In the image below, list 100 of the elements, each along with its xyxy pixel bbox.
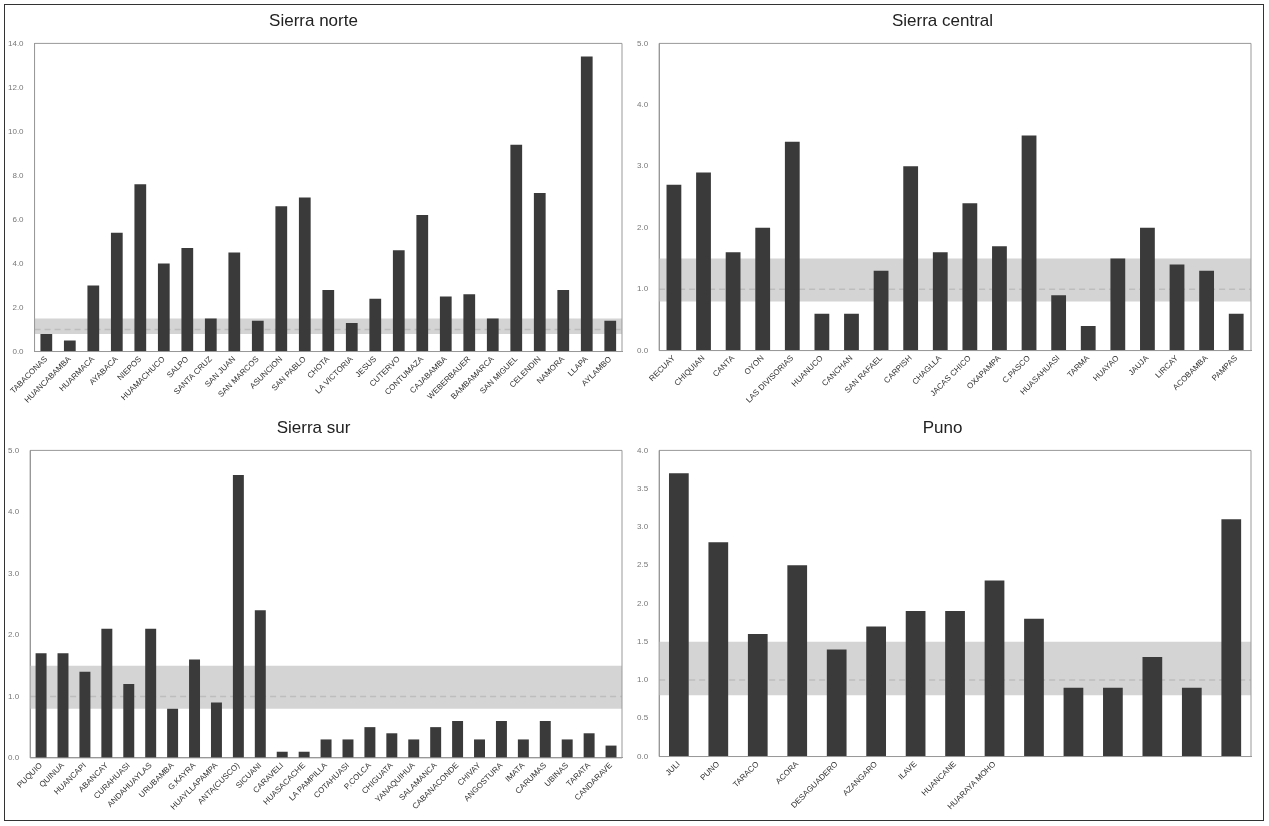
y-tick-label: 2.0: [12, 302, 25, 312]
bar: [345, 322, 358, 352]
bar: [110, 232, 123, 352]
y-tick-label: 1.5: [637, 636, 649, 646]
bar: [787, 565, 808, 757]
chart-title: Sierra norte: [269, 10, 358, 30]
bar: [696, 172, 711, 351]
bar: [79, 671, 91, 758]
bar: [87, 285, 100, 352]
y-tick-label: 0.0: [637, 345, 649, 355]
bar: [452, 720, 464, 758]
bar: [668, 473, 689, 757]
bar: [392, 250, 405, 352]
bar: [533, 193, 546, 352]
bar: [1221, 519, 1242, 757]
bar: [63, 340, 76, 352]
bar: [992, 246, 1007, 351]
bar: [123, 684, 135, 758]
bar: [1140, 227, 1155, 351]
bar: [826, 649, 847, 757]
bar: [210, 702, 222, 758]
bar: [962, 203, 978, 351]
bar: [725, 252, 741, 351]
y-tick-label: 3.0: [637, 161, 649, 171]
bar: [322, 289, 335, 352]
bar: [408, 739, 420, 758]
bar: [275, 206, 288, 352]
bar: [755, 227, 771, 351]
bar: [903, 166, 919, 351]
bar: [1024, 618, 1044, 757]
bar: [1063, 687, 1084, 757]
bar: [181, 248, 194, 352]
chart-title: Puno: [922, 417, 963, 437]
y-tick-label: 3.5: [637, 483, 649, 493]
y-tick-label: 2.0: [637, 598, 649, 608]
y-tick-label: 0.5: [637, 713, 649, 723]
bar: [1080, 326, 1096, 351]
y-tick-label: 5.0: [8, 445, 20, 455]
bar: [57, 653, 69, 758]
y-tick-label: 1.0: [637, 284, 649, 294]
y-tick-label: 14.0: [7, 38, 25, 48]
bar: [1181, 687, 1202, 757]
y-tick-label: 0.0: [8, 753, 20, 763]
bar: [945, 611, 965, 757]
bar: [517, 739, 529, 758]
bar: [605, 745, 617, 758]
bar: [145, 628, 157, 758]
bar: [1199, 270, 1215, 351]
bar: [167, 708, 179, 758]
bar: [708, 542, 729, 757]
bar: [232, 475, 244, 758]
bar: [204, 318, 217, 352]
y-tick-label: 12.0: [7, 82, 25, 92]
y-tick-label: 0.0: [12, 346, 25, 356]
bar: [364, 727, 376, 758]
y-tick-label: 0.0: [637, 751, 649, 761]
bar: [386, 733, 398, 758]
bar: [666, 184, 682, 351]
bar: [557, 289, 570, 352]
bar: [561, 739, 573, 758]
bar: [784, 141, 800, 351]
bar: [747, 634, 768, 757]
bar: [905, 611, 926, 757]
bar: [1021, 135, 1037, 351]
bar: [844, 313, 859, 351]
bar: [463, 294, 476, 352]
bar: [583, 733, 595, 758]
bar: [254, 610, 266, 758]
y-tick-label: 2.0: [8, 630, 20, 640]
bar: [189, 659, 201, 758]
chart-title: Sierra sur: [276, 417, 351, 437]
bar: [416, 215, 429, 352]
bar: [539, 720, 551, 758]
bar: [35, 653, 47, 758]
bar: [369, 298, 382, 352]
bar: [1169, 264, 1185, 351]
bar: [134, 184, 147, 352]
bar: [1228, 313, 1244, 351]
bar: [1142, 657, 1163, 757]
y-tick-label: 2.0: [637, 222, 649, 232]
y-tick-label: 5.0: [637, 38, 649, 48]
y-tick-label: 2.5: [637, 560, 649, 570]
bar: [604, 320, 617, 352]
y-tick-label: 10.0: [7, 126, 25, 136]
bar: [251, 320, 264, 352]
bar: [430, 727, 442, 758]
bar: [1051, 295, 1067, 351]
bar: [1110, 258, 1126, 351]
bar: [157, 263, 170, 352]
bar: [474, 739, 485, 758]
y-tick-label: 6.0: [12, 214, 25, 224]
bar: [495, 720, 507, 758]
y-tick-label: 4.0: [12, 258, 25, 268]
bar: [510, 144, 523, 352]
bar: [1103, 687, 1123, 757]
y-tick-label: 1.0: [8, 691, 20, 701]
bar: [580, 56, 593, 352]
y-tick-label: 1.0: [637, 675, 649, 685]
bar: [932, 252, 948, 351]
bar: [298, 197, 311, 352]
